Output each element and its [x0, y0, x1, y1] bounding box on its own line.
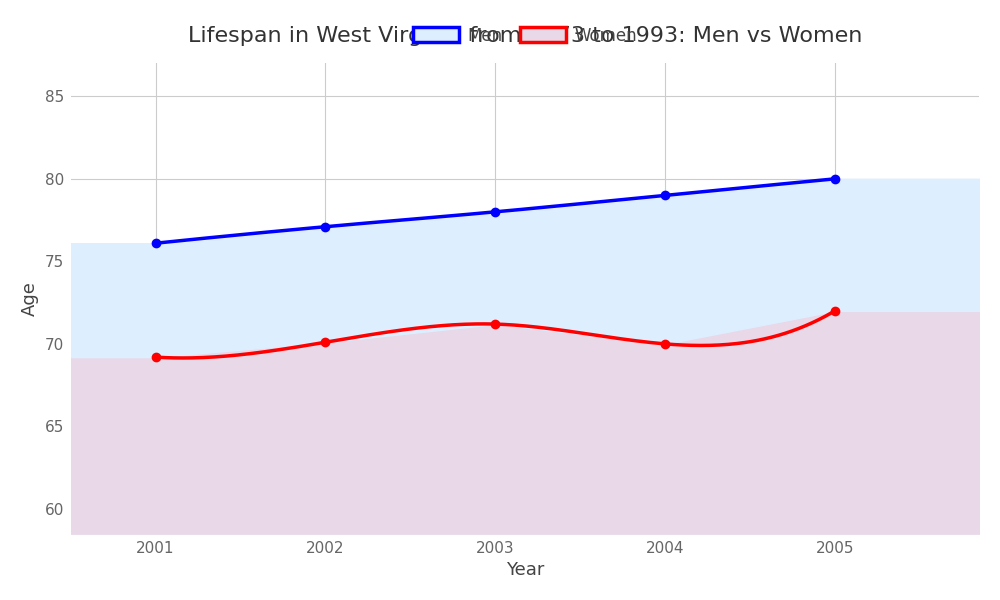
Point [148, 238, 164, 248]
Point [317, 222, 333, 232]
Point [148, 352, 164, 362]
Point [827, 306, 843, 316]
Point [657, 191, 673, 200]
X-axis label: Year: Year [506, 561, 544, 579]
Point [487, 207, 503, 217]
Point [317, 337, 333, 347]
Point [657, 339, 673, 349]
Point [827, 174, 843, 184]
Title: Lifespan in West Virginia from 1973 to 1993: Men vs Women: Lifespan in West Virginia from 1973 to 1… [188, 26, 862, 46]
Legend: Men, Women: Men, Women [406, 20, 644, 51]
Point [487, 319, 503, 329]
Y-axis label: Age: Age [21, 281, 39, 316]
